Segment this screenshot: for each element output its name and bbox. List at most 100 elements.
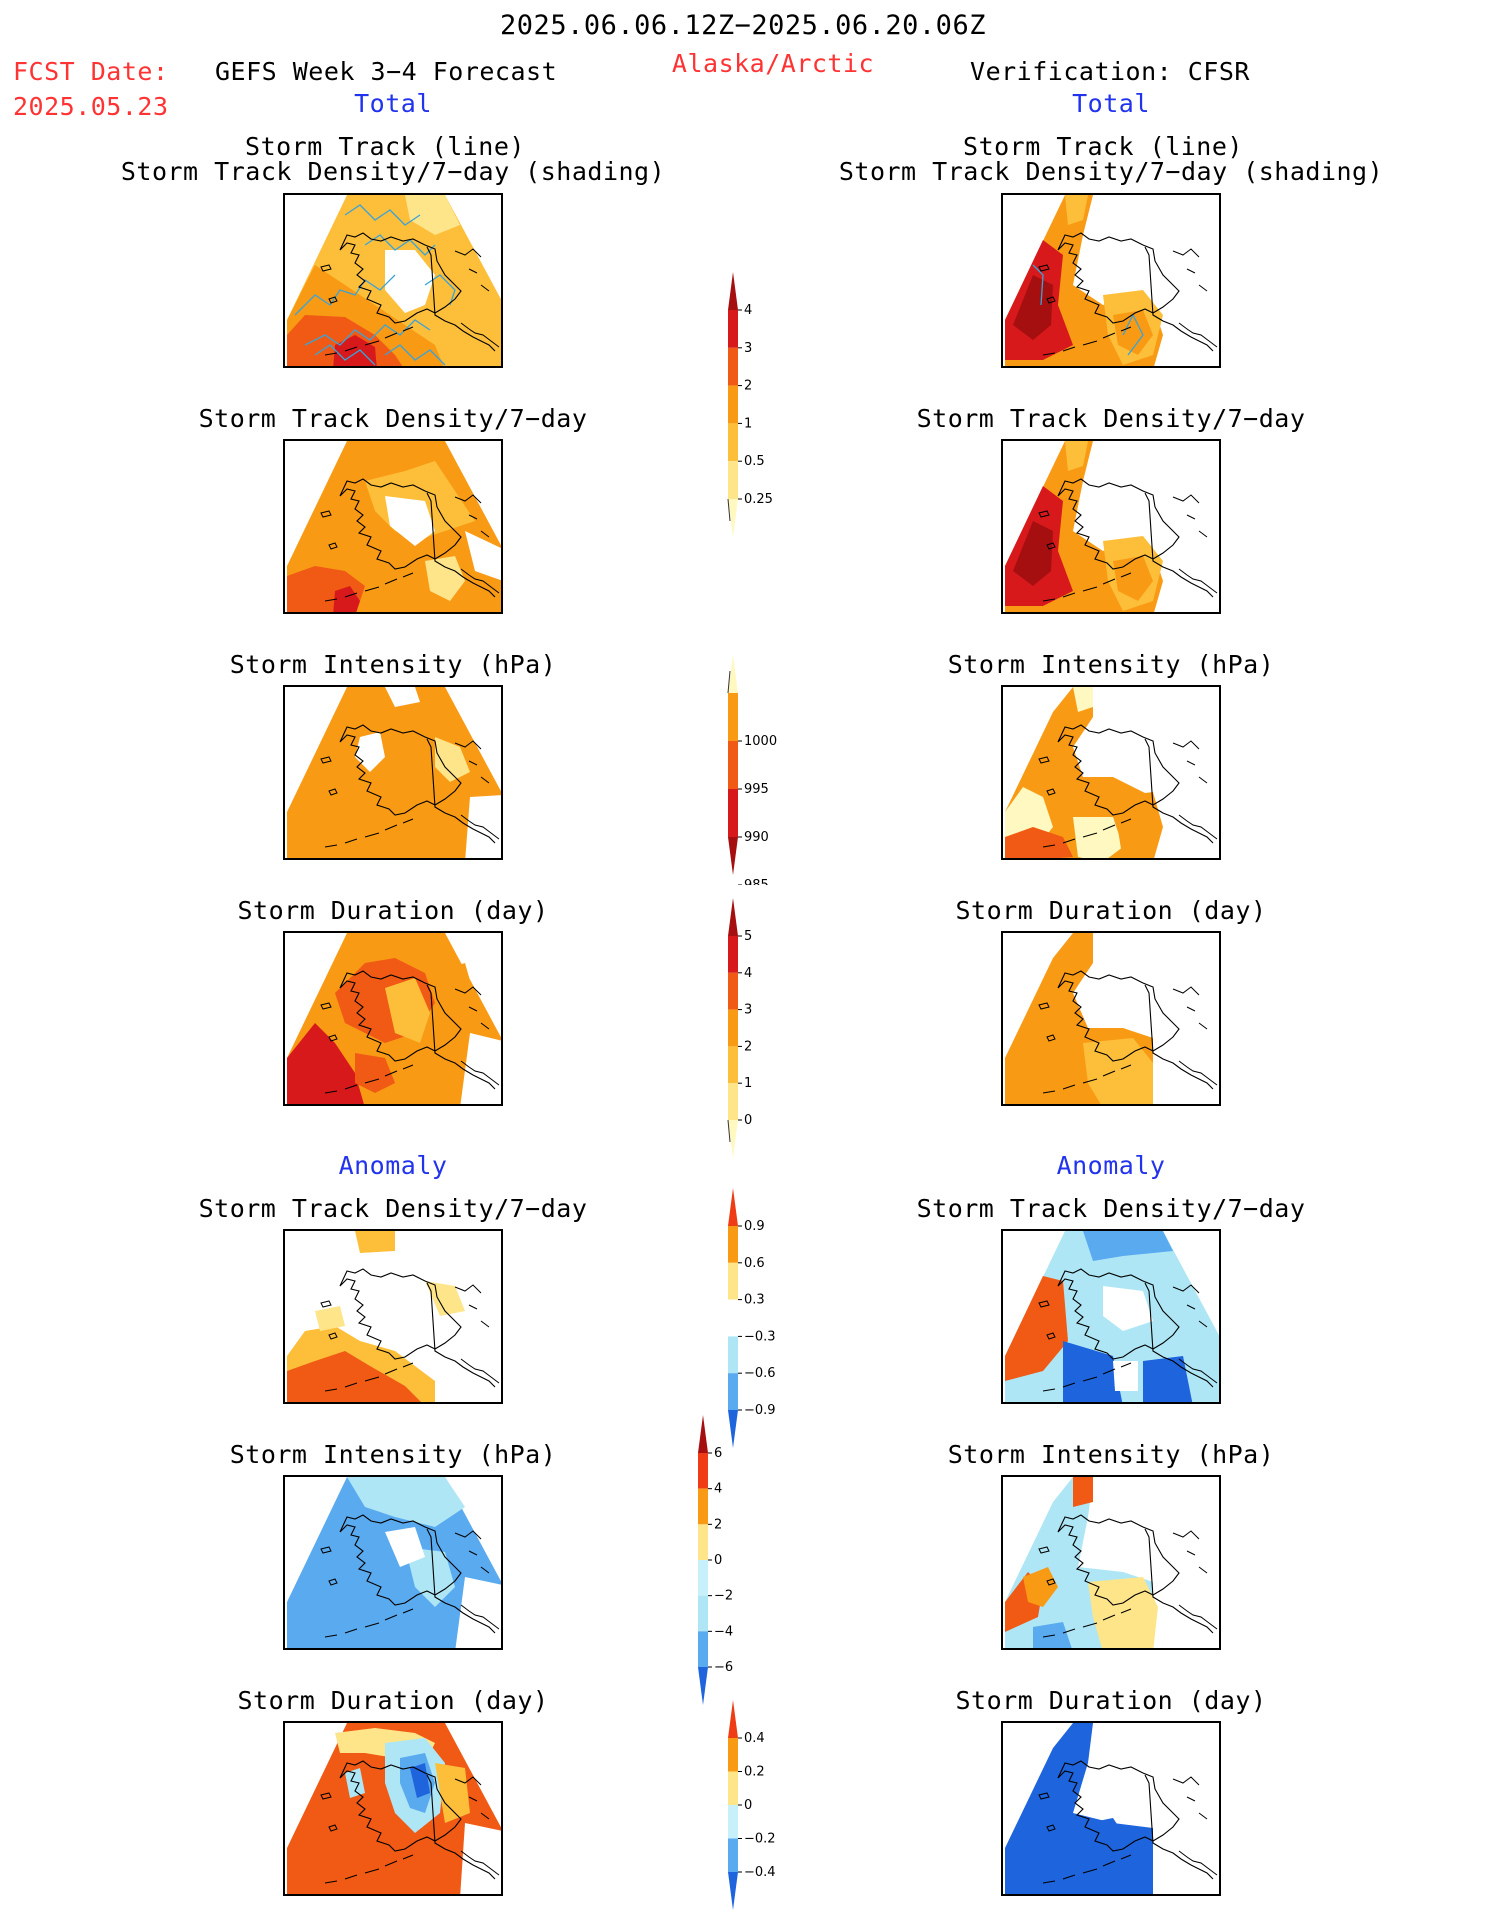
map-fields: [287, 933, 501, 1104]
title-anom-density-left: Storm Track Density/7−day: [198, 1194, 588, 1223]
title-track-line-left: Storm Track (line): [245, 132, 525, 161]
colorbar-tick-label: −6: [714, 1660, 733, 1675]
colorbar-tick-label: 1000: [744, 734, 777, 749]
colorbar-tick-label: −2: [714, 1589, 733, 1604]
colorbar-intensity-total: 1000995990985980: [727, 655, 777, 885]
coastline-outline: [1038, 1514, 1218, 1638]
colorbar-segment: [728, 310, 738, 348]
map-fields: [1005, 1477, 1158, 1648]
colorbar-bottom-triangle: [698, 1667, 708, 1705]
colorbar-tick-label: 2: [744, 1039, 752, 1054]
colorbar-segment: [728, 461, 738, 499]
colorbar-tick-label: 5: [744, 929, 752, 944]
map-track-left: [283, 193, 503, 368]
colorbar-tick-label: 4: [714, 1482, 722, 1497]
map-fields: [1005, 1723, 1153, 1894]
colorbar-duration-total: 5 4 3 2 1 0: [727, 898, 752, 1158]
colorbar-tick-label: 1: [744, 416, 752, 431]
map-duration-left: [283, 931, 503, 1106]
coastline-outline: [320, 232, 500, 356]
colorbar-top-triangle: [728, 272, 738, 310]
colorbar-tick-label: 4: [744, 303, 752, 318]
colorbar-segment: [728, 1009, 738, 1047]
colorbar-segment: [728, 1838, 738, 1872]
colorbar-tick-label: 0.25: [744, 492, 773, 507]
coastline-outline: [320, 1760, 500, 1884]
title-track-shading-left: Storm Track Density/7−day (shading): [120, 157, 666, 186]
colorbar-tick-label: −4: [714, 1624, 733, 1639]
coastline-outline: [320, 1268, 500, 1392]
colorbar-top-triangle: [728, 1188, 738, 1226]
colorbar-segment: [728, 1805, 738, 1839]
colorbar-segment: [728, 789, 738, 837]
colorbar-tick-label: 990: [744, 830, 769, 845]
coastline-outline: [320, 1514, 500, 1638]
coastline-outline: [1038, 724, 1218, 848]
map-canvas: [1005, 687, 1218, 858]
colorbar-tick-label: 2: [744, 379, 752, 394]
map-fields: [287, 1231, 501, 1402]
map-canvas: [1005, 1477, 1218, 1648]
map-fields: [1005, 1231, 1219, 1402]
colorbar-tick-label: 6: [714, 1446, 722, 1461]
colorbar-segment: [728, 1373, 738, 1410]
colorbar-top-triangle: [728, 655, 738, 693]
coastline-outline: [320, 970, 500, 1094]
left-model-title: GEFS Week 3−4 Forecast: [215, 57, 558, 86]
map-fields: [1005, 687, 1163, 858]
colorbar-top-triangle: [728, 898, 738, 936]
map-fields: [1005, 195, 1163, 366]
fcst-date-label: FCST Date:: [13, 57, 169, 86]
colorbar-segment: [728, 972, 738, 1010]
title-density-left: Storm Track Density/7−day: [198, 404, 588, 433]
map-density-right: [1001, 439, 1221, 614]
colorbar-segment: [698, 1488, 708, 1525]
map-anom-density-left: [283, 1229, 503, 1404]
colorbar-segment: [728, 1226, 738, 1263]
map-fields: [287, 687, 501, 858]
colorbar-segment: [728, 1262, 738, 1300]
map-fields: [287, 441, 501, 612]
colorbar-tick-label: 2: [714, 1517, 722, 1532]
colorbar-segment: [728, 385, 738, 424]
map-canvas: [1005, 933, 1218, 1104]
colorbar-segment: [698, 1595, 708, 1632]
title-anom-density-right: Storm Track Density/7−day: [916, 1194, 1306, 1223]
map-canvas: [287, 1477, 501, 1648]
title-intensity-right: Storm Intensity (hPa): [947, 650, 1275, 679]
colorbar-segment: [728, 1336, 738, 1374]
colorbar-bottom-triangle: [728, 499, 738, 537]
title-duration-left: Storm Duration (day): [237, 896, 549, 925]
coastline-outline: [320, 478, 500, 602]
map-anom-density-right: [1001, 1229, 1221, 1404]
colorbar-top-triangle: [698, 1415, 708, 1453]
colorbar-bottom-triangle: [728, 1120, 738, 1158]
colorbar-segment: [728, 1083, 738, 1120]
colorbar-tick-label: 0.2: [744, 1765, 765, 1780]
map-canvas: [287, 687, 501, 858]
colorbar-segment: [728, 423, 738, 462]
title-anom-intensity-right: Storm Intensity (hPa): [947, 1440, 1275, 1469]
map-canvas: [287, 933, 501, 1104]
map-density-left: [283, 439, 503, 614]
colorbar-segment: [728, 1299, 738, 1337]
anomaly-label-left: Anomaly: [338, 1151, 448, 1180]
colorbar-density-total: 4 3 2 1 0.5 0.25: [727, 272, 773, 537]
colorbar-tick-label: 4: [744, 966, 752, 981]
colorbar-bottom-triangle: [728, 1872, 738, 1910]
map-anom-intensity-left: [283, 1475, 503, 1650]
map-anom-duration-right: [1001, 1721, 1221, 1896]
colorbar-tick-label: 3: [744, 1003, 752, 1018]
coastline-outline: [1038, 232, 1218, 356]
map-fields: [287, 195, 501, 366]
colorbar-segment: [698, 1560, 708, 1596]
colorbar-tick-label: 0.3: [744, 1293, 765, 1308]
coastline-outline: [1038, 1268, 1218, 1392]
colorbar-tick-label: 0: [744, 1113, 752, 1128]
colorbar-segment: [728, 347, 738, 386]
title-duration-right: Storm Duration (day): [955, 896, 1267, 925]
colorbar-segment: [728, 1046, 738, 1084]
title-anom-intensity-left: Storm Intensity (hPa): [229, 1440, 557, 1469]
map-track-right: [1001, 193, 1221, 368]
colorbar-segment: [728, 936, 738, 973]
